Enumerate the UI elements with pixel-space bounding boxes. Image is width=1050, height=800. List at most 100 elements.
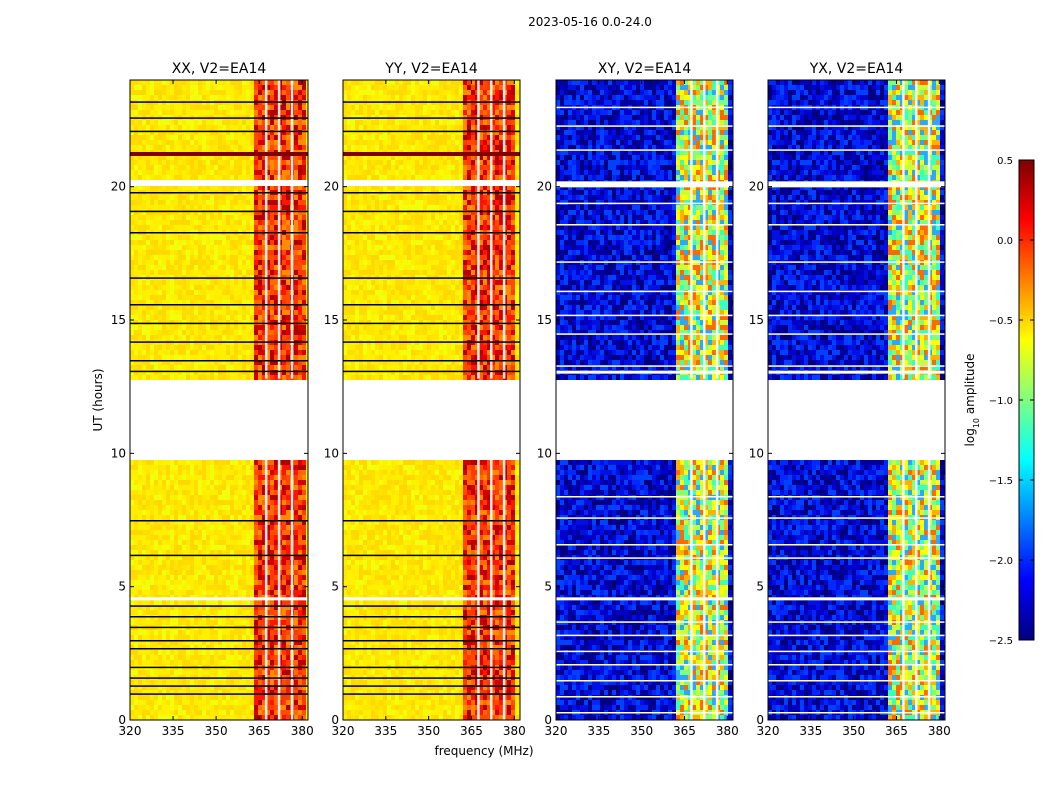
heatmap-cell (270, 90, 274, 95)
heatmap-cell (194, 165, 198, 170)
heatmap-cell (294, 345, 298, 350)
heatmap-cell (182, 500, 186, 505)
heatmap-cell (238, 140, 242, 145)
heatmap-cell (194, 105, 198, 110)
heatmap-cell (142, 255, 146, 260)
heatmap-cell (230, 250, 234, 255)
heatmap-cell (282, 285, 286, 290)
heatmap-cell (166, 175, 170, 180)
heatmap-cell (190, 460, 194, 465)
heatmap-cell (282, 240, 286, 245)
heatmap-cell (170, 355, 174, 360)
heatmap-cell (270, 315, 274, 320)
heatmap-cell (194, 470, 198, 475)
heatmap-cell (190, 365, 194, 370)
heatmap-cell (158, 365, 162, 370)
heatmap-cell (134, 250, 138, 255)
heatmap-cell (194, 285, 198, 290)
heatmap-cell (230, 350, 234, 355)
heatmap-cell (246, 485, 250, 490)
heatmap-cell (162, 105, 166, 110)
heatmap-cell (186, 500, 190, 505)
heatmap-cell (242, 205, 246, 210)
heatmap-cell (178, 270, 182, 275)
heatmap-cell (298, 140, 302, 145)
heatmap-cell (170, 200, 174, 205)
heatmap-cell (270, 265, 274, 270)
heatmap-cell (182, 255, 186, 260)
heatmap-cell (190, 270, 194, 275)
heatmap-cell (182, 305, 186, 310)
heatmap-cell (182, 200, 186, 205)
heatmap-cell (286, 235, 290, 240)
heatmap-cell (294, 245, 298, 250)
heatmap-cell (302, 285, 306, 290)
heatmap-cell (166, 250, 170, 255)
heatmap-cell (154, 460, 158, 465)
heatmap-cell (210, 470, 214, 475)
heatmap-cell (202, 255, 206, 260)
heatmap-cell (246, 85, 250, 90)
heatmap-cell (294, 240, 298, 245)
heatmap-cell (158, 305, 162, 310)
heatmap-cell (146, 245, 150, 250)
heatmap-cell (286, 325, 290, 330)
heatmap-cell (150, 480, 154, 485)
heatmap-cell (230, 305, 234, 310)
heatmap-cell (162, 280, 166, 285)
heatmap-cell (286, 280, 290, 285)
heatmap-cell (198, 460, 202, 465)
heatmap-cell (198, 295, 202, 300)
heatmap-cell (198, 305, 202, 310)
heatmap-cell (302, 95, 306, 100)
heatmap-cell (298, 345, 302, 350)
heatmap-cell (182, 320, 186, 325)
heatmap-cell (174, 255, 178, 260)
heatmap-cell (270, 375, 274, 380)
heatmap-cell (282, 135, 286, 140)
heatmap-cell (182, 140, 186, 145)
heatmap-cell (254, 95, 258, 100)
heatmap-cell (134, 170, 138, 175)
heatmap-cell (158, 125, 162, 130)
heatmap-cell (170, 250, 174, 255)
heatmap-cell (198, 245, 202, 250)
heatmap-cell (158, 225, 162, 230)
heatmap-cell (254, 345, 258, 350)
heatmap-cell (162, 165, 166, 170)
heatmap-cell (226, 175, 230, 180)
heatmap-cell (150, 295, 154, 300)
heatmap-cell (214, 200, 218, 205)
heatmap-cell (146, 355, 150, 360)
heatmap-cell (182, 145, 186, 150)
heatmap-cell (146, 475, 150, 480)
heatmap-cell (142, 460, 146, 465)
heatmap-cell (286, 85, 290, 90)
heatmap-cell (206, 215, 210, 220)
heatmap-cell (202, 315, 206, 320)
heatmap-cell (274, 205, 278, 210)
heatmap-cell (138, 330, 142, 335)
heatmap-cell (270, 120, 274, 125)
heatmap-cell (170, 460, 174, 465)
heatmap-cell (274, 80, 278, 85)
heatmap-cell (178, 205, 182, 210)
heatmap-cell (158, 80, 162, 85)
heatmap-cell (206, 365, 210, 370)
heatmap-cell (302, 310, 306, 315)
heatmap-cell (170, 215, 174, 220)
heatmap-cell (250, 315, 254, 320)
heatmap-cell (250, 160, 254, 165)
heatmap-cell (198, 240, 202, 245)
heatmap-cell (146, 145, 150, 150)
heatmap-cell (174, 90, 178, 95)
heatmap-cell (154, 285, 158, 290)
heatmap-cell (226, 110, 230, 115)
heatmap-cell (134, 315, 138, 320)
heatmap-cell (166, 245, 170, 250)
heatmap-cell (162, 160, 166, 165)
heatmap-cell (230, 110, 234, 115)
heatmap-cell (250, 330, 254, 335)
heatmap-cell (282, 140, 286, 145)
heatmap-cell (146, 160, 150, 165)
